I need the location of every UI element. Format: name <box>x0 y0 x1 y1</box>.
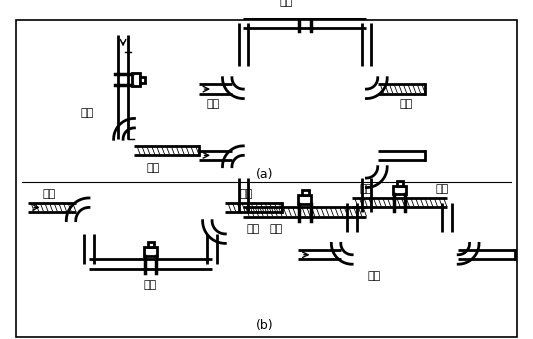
Text: 正确: 正确 <box>80 108 94 118</box>
Text: 气泡: 气泡 <box>43 189 56 199</box>
Bar <box>302 191 309 195</box>
Text: 液体: 液体 <box>246 224 260 234</box>
Bar <box>298 6 311 14</box>
Bar <box>144 247 157 256</box>
Text: 气泡: 气泡 <box>435 184 449 195</box>
Bar <box>393 186 406 194</box>
Bar <box>397 181 403 186</box>
Text: 气泡: 气泡 <box>239 189 253 199</box>
Text: (b): (b) <box>256 319 274 332</box>
Bar <box>132 73 140 86</box>
Text: (a): (a) <box>256 168 274 181</box>
Text: 错误: 错误 <box>367 271 381 281</box>
Text: 气泡: 气泡 <box>360 184 373 195</box>
Bar <box>298 195 311 204</box>
Text: 错误: 错误 <box>270 224 283 234</box>
Text: 正确: 正确 <box>144 280 157 290</box>
Text: 液体: 液体 <box>400 99 413 109</box>
Bar <box>148 242 155 247</box>
Bar <box>302 1 309 6</box>
Text: 液体: 液体 <box>147 163 160 173</box>
Bar <box>140 77 145 83</box>
Text: 正确: 正确 <box>279 0 293 7</box>
Text: 液体: 液体 <box>206 99 220 109</box>
